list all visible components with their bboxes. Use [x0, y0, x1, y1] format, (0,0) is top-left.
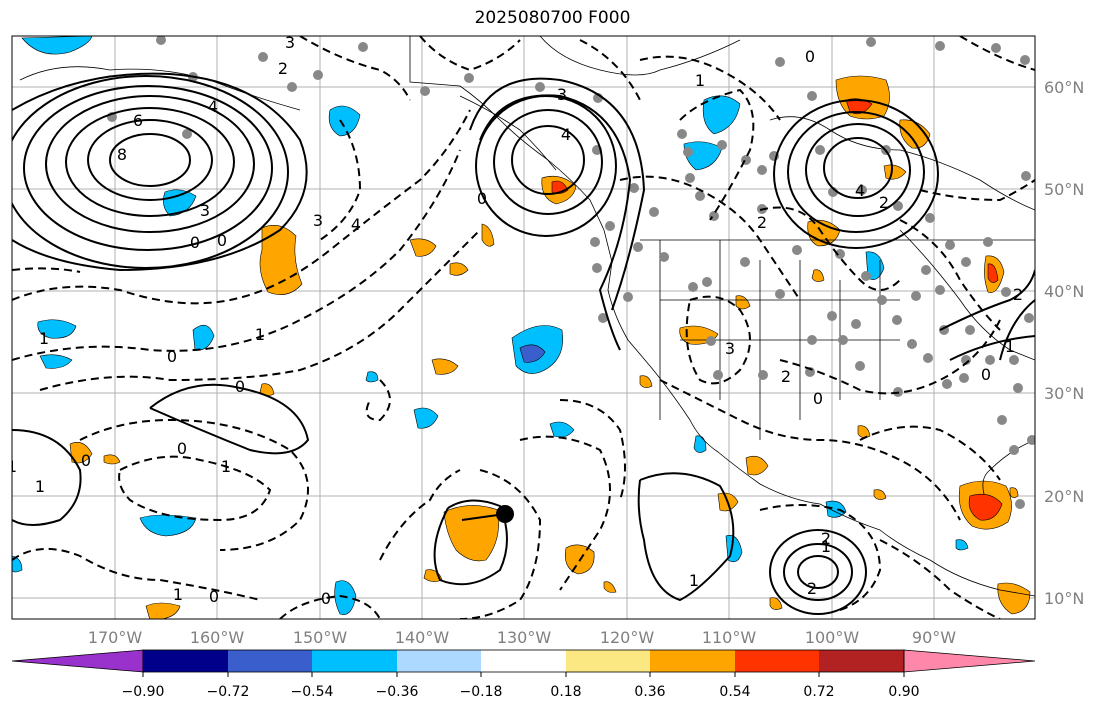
- colorbar-tick-label: 0.54: [719, 684, 750, 700]
- map-title: 2025080700 F000: [474, 8, 631, 28]
- longitude-tick-label: 100°W: [805, 628, 860, 647]
- colorbar-tick-label: −0.72: [207, 684, 250, 700]
- latitude-tick-label: 50°N: [1044, 180, 1084, 199]
- colorbar-segment: [143, 650, 228, 672]
- colorbar-segment: [566, 650, 650, 672]
- contour-label: 4: [208, 97, 218, 116]
- colorbar-tick-label: 0.18: [550, 684, 581, 700]
- contour-label: 0: [321, 589, 331, 608]
- colorbar-min-extension: [11, 649, 144, 673]
- gridlines: [12, 36, 1035, 619]
- colorbar-segment: [397, 650, 481, 672]
- contour-label: 0: [981, 365, 991, 384]
- colorbar-tick-label: −0.54: [291, 684, 334, 700]
- contour-label: 0: [167, 347, 177, 366]
- colorbar-tick-label: 0.72: [803, 684, 834, 700]
- latitude-tick-label: 40°N: [1044, 282, 1084, 301]
- contour-label: 3: [285, 33, 295, 52]
- contour-label: 1: [255, 325, 265, 344]
- colorbar-frame: [142, 649, 905, 673]
- colorbar-tick-label: 0.36: [634, 684, 665, 700]
- colorbar-tick-label: −0.90: [122, 684, 165, 700]
- colorbar-tick-label: −0.36: [376, 684, 419, 700]
- contour-label: 1: [7, 457, 17, 476]
- latitude-tick-label: 20°N: [1044, 487, 1084, 506]
- contour-label: 8: [117, 145, 127, 164]
- contour-label: 2: [278, 59, 288, 78]
- contour-label: 1: [821, 537, 831, 556]
- contour-label: 1: [695, 71, 705, 90]
- contour-label: 2: [879, 193, 889, 212]
- contour-label: 0: [177, 439, 187, 458]
- contour-label: 3: [725, 339, 735, 358]
- negative-contours: [12, 36, 1035, 619]
- contour-label: 4: [351, 215, 361, 234]
- contour-label: 2: [821, 529, 831, 548]
- storm-position-marker: [496, 505, 514, 523]
- coastlines: [19, 36, 1035, 597]
- longitude-tick-label: 170°W: [88, 628, 143, 647]
- longitude-tick-label: 140°W: [395, 628, 450, 647]
- latitude-tick-label: 10°N: [1044, 589, 1084, 608]
- latitude-tick-label: 30°N: [1044, 384, 1084, 403]
- contour-label: 3: [313, 211, 323, 230]
- contour-label: 0: [805, 47, 815, 66]
- contour-label: 0: [81, 451, 91, 470]
- contour-label: 1: [689, 571, 699, 590]
- longitude-tick-label: 160°W: [190, 628, 245, 647]
- colorbar-segment: [819, 650, 904, 672]
- contour-label: 1: [39, 329, 49, 348]
- colorbar-segment: [650, 650, 735, 672]
- contour-label: 1: [35, 477, 45, 496]
- colorbar-max-extension: [903, 649, 1036, 673]
- contour-label: 0: [813, 389, 823, 408]
- latitude-axis: 60°N 50°N 40°N 30°N 20°N 10°N: [1044, 78, 1084, 608]
- station-markers: [107, 36, 1035, 509]
- contour-label: 0: [477, 189, 487, 208]
- map-frame: [11, 35, 1036, 620]
- contour-label: 6: [133, 111, 143, 130]
- longitude-tick-label: 130°W: [497, 628, 552, 647]
- contour-label: 3: [557, 85, 567, 104]
- contour-label: 0: [190, 233, 200, 252]
- longitude-tick-label: 110°W: [702, 628, 757, 647]
- longitude-tick-label: 120°W: [600, 628, 655, 647]
- contour-label: 1: [173, 585, 183, 604]
- contour-label: 0: [217, 231, 227, 250]
- contour-label: 3: [200, 201, 210, 220]
- contour-label: 4: [855, 181, 865, 200]
- positive-contours: [12, 72, 1035, 615]
- colorbar-tick-labels: −0.90 −0.72 −0.54 −0.36 −0.18 0.18 0.36 0.54 0.7…: [122, 672, 920, 700]
- colorbar-segment: [228, 650, 312, 672]
- contour-label: 0: [235, 377, 245, 396]
- contour-label: 2: [757, 213, 767, 232]
- colorbar-tick-label: 0.90: [888, 684, 919, 700]
- contour-label: 4: [561, 125, 571, 144]
- contour-label: 2: [807, 579, 817, 598]
- colorbar-segment: [481, 650, 566, 672]
- latitude-tick-label: 60°N: [1044, 78, 1084, 97]
- contour-label: 1: [221, 457, 231, 476]
- colorbar-segment: [735, 650, 819, 672]
- colorbar-segment: [312, 650, 397, 672]
- colorbar-tick-label: −0.18: [460, 684, 503, 700]
- colorbar: [11, 649, 1036, 673]
- longitude-tick-label: 90°W: [912, 628, 956, 647]
- contour-label: 2: [1013, 285, 1023, 304]
- longitude-axis: 170°W 160°W 150°W 140°W 130°W 120°W 110°W 100°W…: [88, 628, 956, 647]
- contour-label: 1: [1005, 337, 1015, 356]
- contour-label: 2: [781, 367, 791, 386]
- longitude-tick-label: 150°W: [293, 628, 348, 647]
- contour-label: 0: [209, 587, 219, 606]
